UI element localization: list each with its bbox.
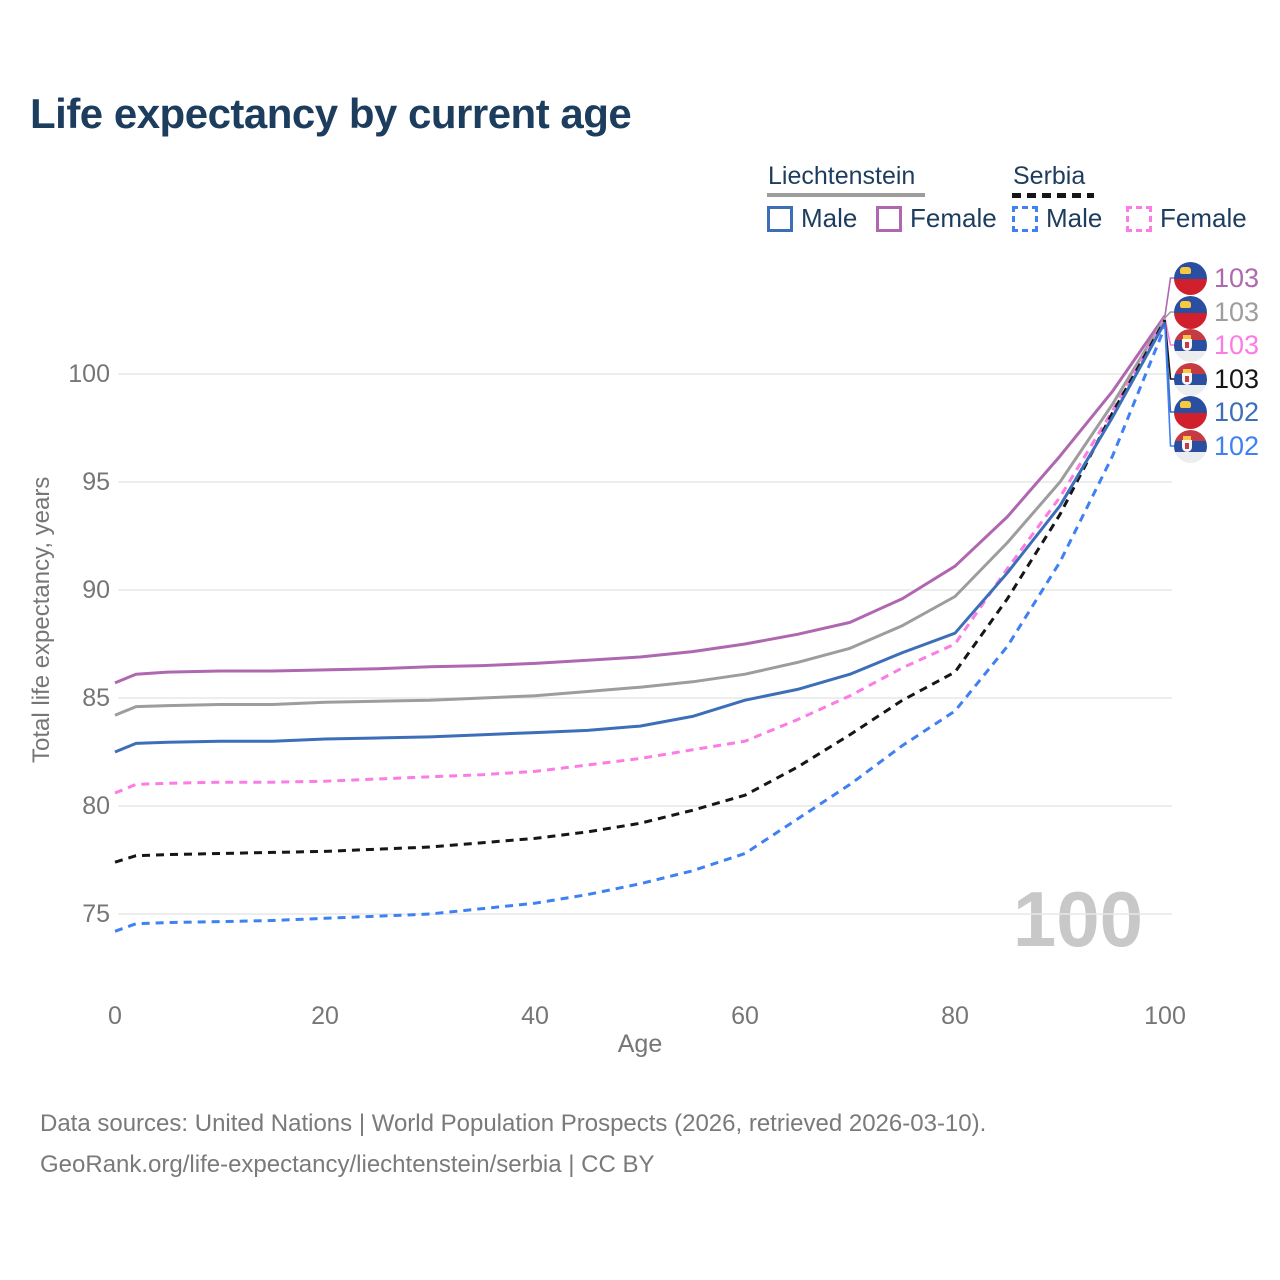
x-tick-label: 20 [311,1002,339,1030]
serbia-flag-icon [1174,328,1207,362]
legend-line-sample-solid [767,193,925,197]
end-label-row-liechtenstein-male: 102 [1174,395,1260,429]
legend-label-serbia-female[interactable]: Female [1160,203,1247,233]
legend-label-liechtenstein-female[interactable]: Female [910,203,997,233]
legend-swatch-serbia-male[interactable] [1012,206,1038,232]
end-value-label: 102 [1214,430,1260,461]
series-line-liechtenstein-female[interactable] [114,314,1167,685]
attribution-link-text: GeoRank.org/life-expectancy/liechtenstei… [40,1151,655,1178]
x-tick-label: 100 [1144,1002,1186,1030]
x-tick-label: 80 [941,1002,969,1030]
serbia-flag-icon [1174,362,1207,396]
legend-swatch-serbia-female[interactable] [1126,206,1152,232]
liechtenstein-flag-icon [1174,261,1207,295]
end-label-row-liechtenstein-female: 103 [1174,261,1260,295]
legend-line-sample-dashed [1012,193,1094,198]
liechtenstein-flag-icon [1174,295,1207,329]
legend-country-liechtenstein[interactable]: Liechtenstein [768,162,916,190]
end-value-label: 103 [1214,262,1260,293]
legend-label-serbia-male[interactable]: Male [1046,203,1103,233]
y-tick-label: 95 [82,468,110,496]
y-tick-label: 90 [82,576,110,604]
serbia-flag-icon [1174,429,1207,463]
end-label-row-serbia-both-sexes: 103 [1174,362,1260,396]
data-sources-text: Data sources: United Nations | World Pop… [40,1110,987,1137]
series-line-liechtenstein-male[interactable] [114,321,1167,754]
x-tick-label: 40 [521,1002,549,1030]
series-line-liechtenstein-both-sexes[interactable] [114,317,1167,717]
x-axis-title: Age [617,1030,663,1058]
end-value-label: 103 [1214,329,1260,360]
legend-label-liechtenstein-male[interactable]: Male [801,203,858,233]
legend-swatch-liechtenstein-female[interactable] [876,206,902,232]
y-tick-label: 75 [82,900,110,928]
end-label-row-liechtenstein-both-sexes: 103 [1174,295,1260,329]
series-line-serbia-male[interactable] [114,325,1167,933]
series-line-serbia-both-sexes[interactable] [114,319,1167,864]
legend-swatch-liechtenstein-male[interactable] [767,206,793,232]
x-tick-label: 0 [108,1002,122,1030]
series-line-serbia-female[interactable] [114,318,1167,795]
page-title: Life expectancy by current age [30,90,632,137]
end-value-label: 103 [1214,296,1260,327]
legend-country-serbia[interactable]: Serbia [1013,162,1086,190]
y-tick-label: 100 [68,360,110,388]
y-tick-label: 85 [82,684,110,712]
end-label-row-serbia-female: 103 [1174,328,1260,362]
end-value-label: 103 [1214,363,1260,394]
end-value-label: 102 [1214,396,1260,427]
liechtenstein-flag-icon [1174,395,1207,429]
end-label-row-serbia-male: 102 [1174,429,1260,463]
age-frame-watermark: 100 [1012,875,1143,963]
x-tick-label: 60 [731,1002,759,1030]
y-tick-label: 80 [82,792,110,820]
